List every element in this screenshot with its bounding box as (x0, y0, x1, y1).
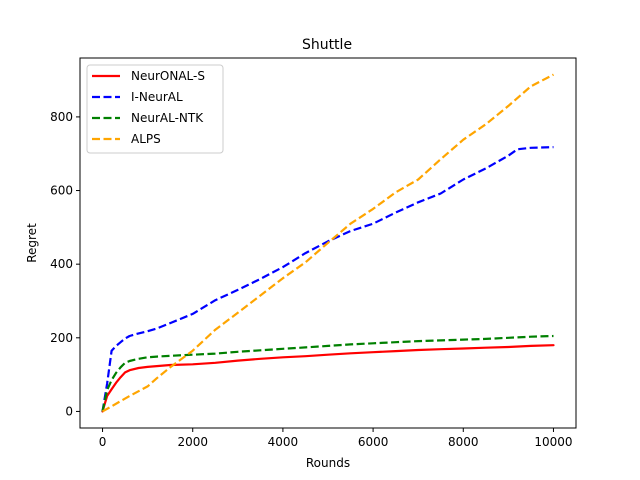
y-axis-label: Regret (25, 223, 39, 263)
x-tick-label: 4000 (268, 435, 299, 449)
legend-label-2: I-NeurAL (131, 90, 183, 104)
y-tick-label: 400 (50, 257, 73, 271)
x-tick-label: 8000 (448, 435, 479, 449)
y-tick-label: 600 (50, 184, 73, 198)
y-tick-label: 800 (50, 110, 73, 124)
y-tick-label: 200 (50, 331, 73, 345)
x-tick-label: 0 (99, 435, 107, 449)
legend-box (86, 64, 224, 154)
legend: NeurONAL-S I-NeurAL NeurAL-NTK ALPS (86, 64, 224, 154)
series-line-1 (101, 344, 555, 413)
plot-lines (101, 73, 555, 413)
x-axis-ticks: 0 2000 4000 6000 8000 10000 (99, 428, 573, 449)
y-tick-label: 0 (65, 404, 73, 418)
y-axis-ticks: 0 200 400 600 800 (50, 110, 80, 418)
chart-title: Shuttle (302, 37, 352, 53)
x-axis-label: Rounds (306, 456, 350, 470)
series-line-2 (101, 146, 554, 412)
legend-label-4: ALPS (131, 132, 161, 146)
x-tick-label: 10000 (534, 435, 572, 449)
plot-frame (79, 57, 577, 429)
legend-entries: NeurONAL-S I-NeurAL NeurAL-NTK ALPS (92, 69, 205, 146)
legend-label-3: NeurAL-NTK (131, 111, 204, 125)
series-line-3 (101, 334, 554, 412)
x-tick-label: 6000 (358, 435, 389, 449)
x-tick-label: 2000 (177, 435, 208, 449)
series-line-4 (101, 73, 555, 413)
legend-label-1: NeurONAL-S (131, 69, 205, 83)
